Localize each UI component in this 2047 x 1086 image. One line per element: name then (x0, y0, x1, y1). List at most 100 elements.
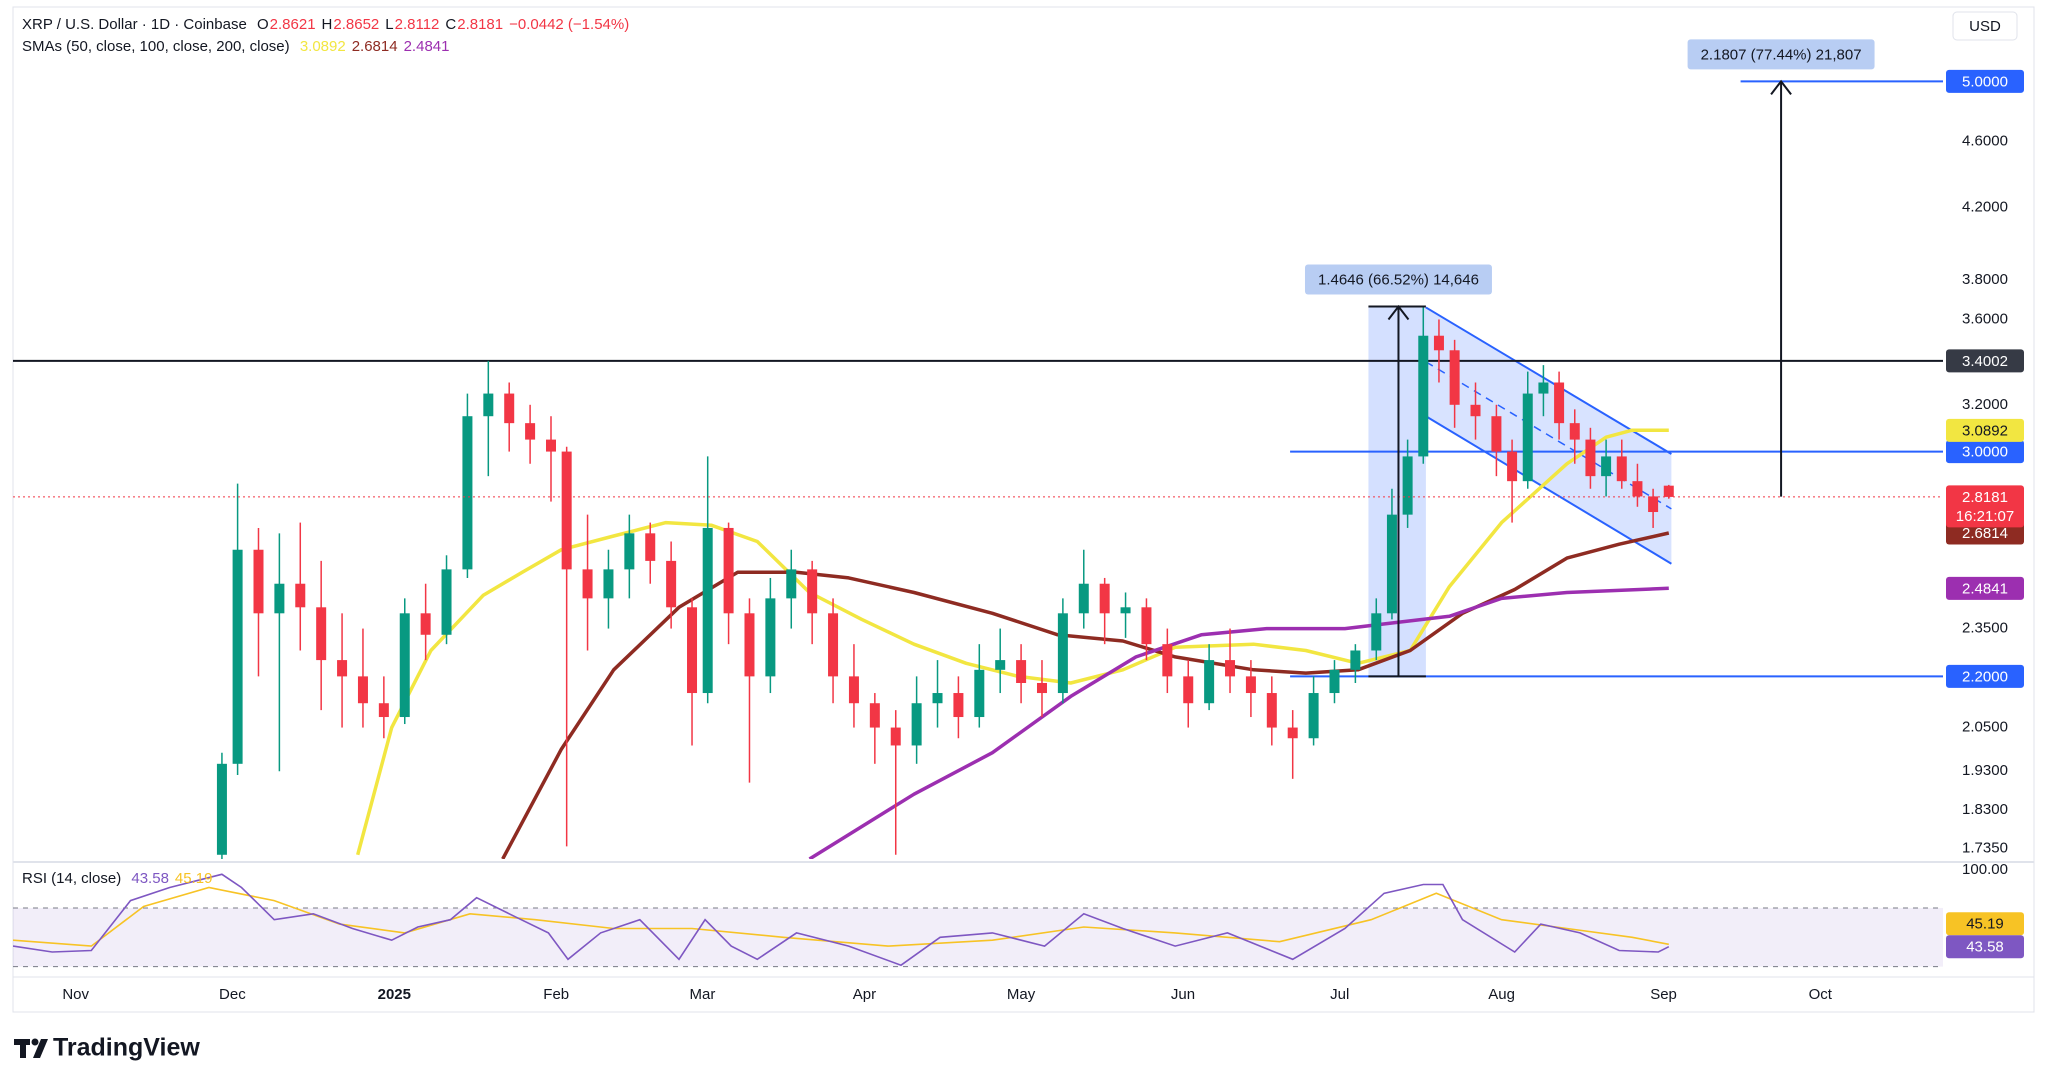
candle-body (1491, 416, 1502, 452)
candle-body (420, 613, 431, 635)
sma-value: 2.4841 (403, 38, 450, 55)
x-tick-label: Nov (62, 986, 89, 1003)
bar-countdown: 16:21:07 (1956, 508, 2014, 525)
candle-body (1099, 583, 1110, 614)
x-tick-label: Feb (543, 986, 569, 1003)
candle-body (1538, 382, 1549, 394)
candle-body (1120, 607, 1131, 614)
y-tick-label: 3.8000 (1962, 271, 2008, 288)
y-tick-label: 4.6000 (1962, 133, 2008, 150)
candle-body (1329, 669, 1340, 694)
main-pane (13, 79, 1943, 859)
last-price-label: 2.8181 (1962, 489, 2008, 506)
x-tick-label: Oct (1809, 986, 1833, 1003)
candle-body (1036, 682, 1047, 694)
candle-body (869, 703, 880, 728)
last-price-bg (1946, 485, 2024, 528)
symbol-title: XRP / U.S. Dollar · 1D · Coinbase (22, 16, 247, 33)
y-tick-label: 3.6000 (1962, 310, 2008, 327)
candle-body (1663, 485, 1674, 497)
rsi-label: RSI (14, close) (22, 870, 122, 887)
candle-body (1402, 456, 1413, 515)
candle-body (995, 660, 1006, 670)
y-tick-label: 2.3500 (1962, 620, 2008, 637)
rsi-line (13, 886, 1669, 947)
candle-body (974, 669, 985, 718)
candle-body (1162, 644, 1173, 677)
candle-body (911, 703, 922, 746)
candle-body (1585, 439, 1596, 477)
candle-body (1632, 481, 1643, 497)
sma-last-label: 2.6814 (1962, 525, 2008, 542)
price-level-label-bg (1946, 69, 2024, 93)
candle-body (1371, 613, 1382, 651)
sma-last-label-bg (1946, 418, 2024, 442)
price-axis: 4.6000 4.2000 3.8000 3.6000 3.2000 2.3500 2.05… (1946, 69, 2024, 959)
x-tick-label: 2025 (378, 986, 411, 1003)
symbol-legend: XRP / U.S. Dollar · 1D · Coinbase O2.862… (22, 14, 635, 35)
price-level-label: 2.2000 (1962, 668, 2008, 685)
rsi-last-label: 43.58 (1966, 939, 2004, 956)
candle-body (561, 451, 572, 570)
rsi-last-label-bg (1946, 935, 2024, 959)
candle-body (1308, 693, 1319, 739)
ohlc-value: 2.8652 (333, 16, 380, 33)
candle-body (1183, 676, 1194, 704)
candle-body (1386, 514, 1397, 614)
candle-body (744, 613, 755, 677)
ohlc-key: O (256, 16, 269, 33)
rsi-last-label: 45.19 (1966, 916, 2004, 933)
candle-body (399, 613, 410, 718)
ohlc-key: L (385, 16, 394, 33)
rsi-value: 45.19 (174, 870, 213, 887)
currency: USD (1969, 18, 2001, 35)
price-level-label: 5.0000 (1962, 73, 2008, 90)
price-level-label-bg (1946, 349, 2024, 373)
measure-label: 1.4646 (66.52%) 14,646 (1318, 272, 1479, 289)
channel-lower (1425, 415, 1672, 565)
candle-body (462, 416, 473, 570)
currency-box[interactable] (1952, 11, 2018, 41)
candle-body (666, 560, 677, 608)
x-tick-label: Aug (1488, 986, 1515, 1003)
measure-label: 2.1807 (77.44%) 21,807 (1701, 46, 1862, 63)
ohlc-key: C (445, 16, 457, 33)
candle-body (441, 569, 452, 635)
candle-body (525, 423, 536, 440)
price-level-label: 3.0000 (1962, 444, 2008, 461)
y-tick-label: 3.2000 (1962, 396, 2008, 413)
candle-body (645, 533, 656, 561)
candle-body (274, 583, 285, 614)
candle-body (483, 393, 494, 417)
rsi-value: 43.58 (131, 870, 169, 887)
y-tick-label: 1.8300 (1962, 801, 2008, 818)
candle-body (1418, 335, 1429, 457)
candle-body (786, 569, 797, 599)
x-tick-label: Mar (690, 986, 716, 1003)
x-tick-label: Dec (219, 986, 246, 1003)
sma-last-label: 3.0892 (1962, 422, 2008, 439)
candle-body (1225, 660, 1236, 677)
x-tick-label: Apr (853, 986, 876, 1003)
sma-line (808, 586, 1669, 859)
logo: TradingView (53, 1034, 200, 1062)
candle-body (357, 676, 368, 704)
candle-body (1078, 583, 1089, 614)
candle-body (1507, 451, 1518, 482)
ohlc-key: H (321, 16, 333, 33)
rsi-line (13, 873, 1670, 967)
rsi-legend: RSI (14, close) 43.58 45.19 (22, 868, 218, 889)
candle-body (624, 533, 635, 570)
candle-body (337, 660, 348, 677)
ohlc-value: 2.8112 (394, 16, 440, 33)
measure-label-bg (1687, 39, 1875, 70)
candle-body (953, 693, 964, 718)
candle-body (216, 763, 227, 855)
candle-body (545, 439, 556, 452)
candle-body (1350, 650, 1361, 670)
candle-body (1141, 607, 1152, 645)
candle-body (316, 607, 327, 661)
candle-body (687, 607, 698, 694)
y-tick-label: 2.0500 (1962, 719, 2008, 736)
arrow-head (1770, 79, 1792, 95)
